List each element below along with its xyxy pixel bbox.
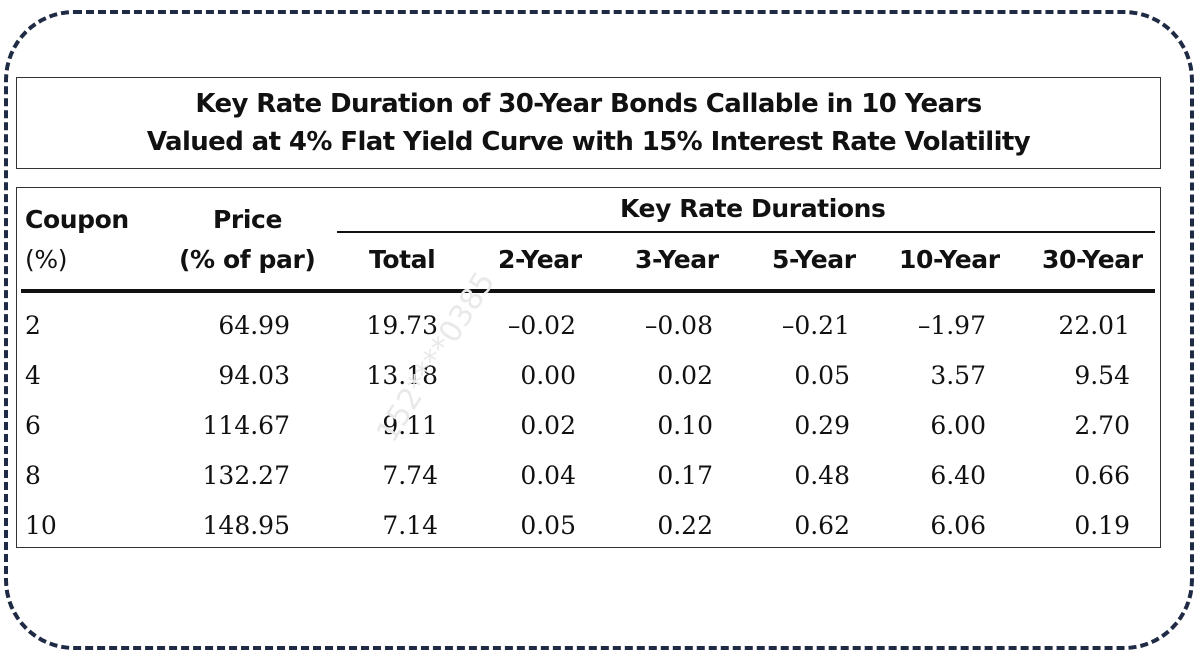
cell-price: 64.99 <box>218 311 290 340</box>
header-coupon-line2: (%) <box>25 245 68 274</box>
cell-30-year: 9.54 <box>1074 361 1130 390</box>
header-30-year: 30-Year <box>1042 245 1143 274</box>
header-2-year: 2-Year <box>498 245 582 274</box>
cell-coupon: 4 <box>25 361 41 390</box>
header-price-line2: (% of par) <box>179 245 316 274</box>
cell-5-year: –0.21 <box>781 311 850 340</box>
cell-10-year: 6.40 <box>930 461 986 490</box>
cell-30-year: 0.19 <box>1074 511 1130 540</box>
cell-price: 148.95 <box>202 511 290 540</box>
header-total: Total <box>369 245 436 274</box>
cell-coupon: 10 <box>25 511 57 540</box>
title-line-1: Key Rate Duration of 30-Year Bonds Calla… <box>195 89 982 119</box>
cell-10-year: 3.57 <box>930 361 986 390</box>
cell-5-year: 0.62 <box>794 511 850 540</box>
cell-5-year: 0.48 <box>794 461 850 490</box>
cell-coupon: 6 <box>25 411 41 440</box>
header-key-rate-durations: Key Rate Durations <box>620 194 886 223</box>
cell-10-year: 6.06 <box>930 511 986 540</box>
cell-2-year: 0.02 <box>520 411 576 440</box>
cell-30-year: 22.01 <box>1058 311 1130 340</box>
cell-total: 7.14 <box>382 511 438 540</box>
cell-2-year: 0.00 <box>520 361 576 390</box>
cell-total: 19.73 <box>366 311 438 340</box>
cell-3-year: 0.02 <box>657 361 713 390</box>
cell-3-year: 0.22 <box>657 511 713 540</box>
cell-2-year: 0.04 <box>520 461 576 490</box>
header-10-year: 10-Year <box>899 245 1000 274</box>
cell-10-year: –1.97 <box>917 311 986 340</box>
cell-total: 7.74 <box>382 461 438 490</box>
cell-5-year: 0.05 <box>794 361 850 390</box>
header-3-year: 3-Year <box>635 245 719 274</box>
cell-3-year: 0.10 <box>657 411 713 440</box>
cell-coupon: 2 <box>25 311 41 340</box>
group-header-rule <box>337 231 1155 233</box>
table-title-box: Key Rate Duration of 30-Year Bonds Calla… <box>16 77 1161 169</box>
header-price-line1: Price <box>213 205 282 234</box>
cell-2-year: –0.02 <box>507 311 576 340</box>
cell-3-year: –0.08 <box>644 311 713 340</box>
cell-coupon: 8 <box>25 461 41 490</box>
header-rule <box>21 289 1155 293</box>
key-rate-duration-table: Coupon (%) Price (% of par) Key Rate Dur… <box>16 187 1161 548</box>
header-5-year: 5-Year <box>772 245 856 274</box>
cell-total: 9.11 <box>382 411 438 440</box>
cell-30-year: 2.70 <box>1074 411 1130 440</box>
cell-10-year: 6.00 <box>930 411 986 440</box>
cell-price: 94.03 <box>218 361 290 390</box>
cell-30-year: 0.66 <box>1074 461 1130 490</box>
cell-price: 132.27 <box>202 461 290 490</box>
cell-3-year: 0.17 <box>657 461 713 490</box>
cell-price: 114.67 <box>202 411 290 440</box>
cell-2-year: 0.05 <box>520 511 576 540</box>
cell-total: 13.18 <box>366 361 438 390</box>
title-line-2: Valued at 4% Flat Yield Curve with 15% I… <box>146 127 1031 157</box>
cell-5-year: 0.29 <box>794 411 850 440</box>
header-coupon-line1: Coupon <box>25 205 129 234</box>
